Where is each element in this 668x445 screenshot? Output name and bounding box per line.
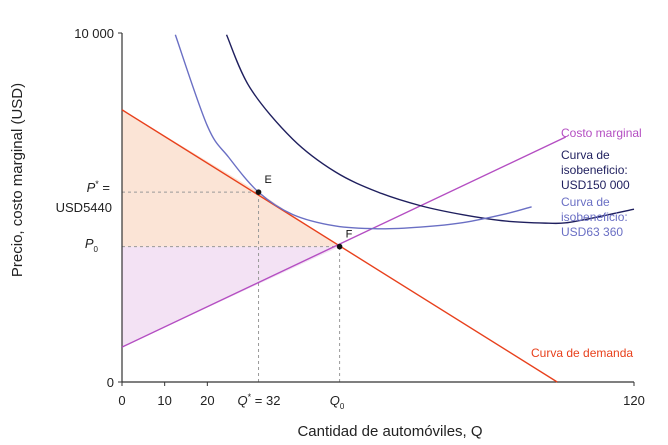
point-e xyxy=(255,189,262,195)
demand-label: Curva de demanda xyxy=(531,346,633,360)
y-axis-title: Precio, costo marginal (USD) xyxy=(9,83,26,277)
x-tick-label: 20 xyxy=(200,393,214,408)
iso63-label: Curva de isobeneficio: USD63 360 xyxy=(561,195,631,239)
y-tick-label: 0 xyxy=(107,375,114,390)
point-label: E xyxy=(265,174,272,186)
q-star-label: Q* = 32 xyxy=(238,392,281,408)
y-ticks: 0 10 000 xyxy=(74,26,122,390)
x-tick-label: 10 xyxy=(157,393,171,408)
producer-surplus-area xyxy=(122,246,340,348)
p-star-label: P* = xyxy=(87,179,110,195)
x-ticks: 0 10 20 120 xyxy=(118,382,645,408)
p-zero-label: P0 xyxy=(85,236,99,254)
equilibrium-points: EF xyxy=(255,174,353,250)
p-star-value: USD5440 xyxy=(56,200,112,215)
y-tick-label: 10 000 xyxy=(74,26,114,41)
series-line xyxy=(225,34,635,225)
x-tick-label: 0 xyxy=(118,393,125,408)
x-axis-title: Cantidad de automóviles, Q xyxy=(297,423,482,440)
surplus-regions xyxy=(122,109,340,348)
x-tick-label: 120 xyxy=(623,393,645,408)
point-f xyxy=(336,243,343,250)
series-line xyxy=(121,136,567,348)
mc-label: Costo marginal xyxy=(561,126,642,140)
point-label: F xyxy=(346,229,353,241)
series-line xyxy=(174,34,532,230)
q-zero-label: Q0 xyxy=(330,393,345,411)
guide-lines xyxy=(122,191,341,382)
iso150-label: Curva de isobeneficio: USD150 000 xyxy=(561,148,631,192)
